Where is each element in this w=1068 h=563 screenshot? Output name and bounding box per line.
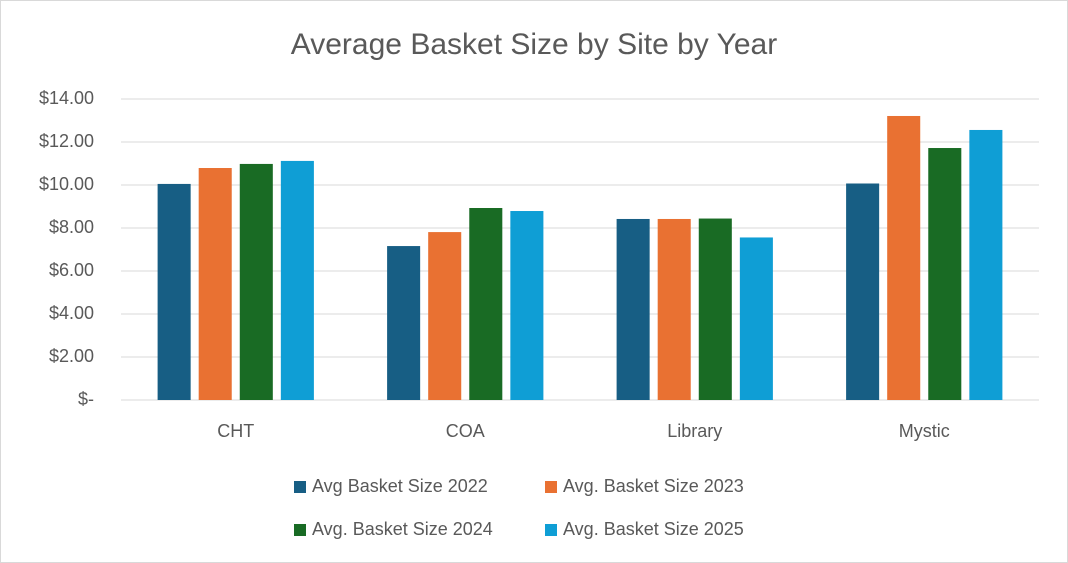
bar — [887, 115, 921, 401]
legend-label: Avg. Basket Size 2025 — [563, 519, 744, 539]
x-tick-label: COA — [446, 421, 485, 441]
legend-swatch — [545, 481, 557, 493]
bar — [428, 232, 462, 400]
bar — [239, 163, 273, 400]
y-tick-label: $12.00 — [39, 131, 94, 151]
y-tick-label: $8.00 — [49, 217, 94, 237]
x-tick-label: CHT — [217, 421, 254, 441]
bar — [739, 237, 773, 400]
y-tick-label: $- — [78, 389, 94, 409]
y-tick-label: $10.00 — [39, 174, 94, 194]
legend-label: Avg Basket Size 2022 — [312, 476, 488, 496]
bar — [616, 218, 650, 400]
bar — [698, 218, 732, 400]
legend-label: Avg. Basket Size 2023 — [563, 476, 744, 496]
bar — [157, 183, 191, 400]
legend-swatch — [294, 481, 306, 493]
legend-label: Avg. Basket Size 2024 — [312, 519, 493, 539]
bar — [469, 208, 503, 400]
bar — [280, 160, 314, 400]
x-tick-label: Mystic — [899, 421, 950, 441]
y-tick-label: $2.00 — [49, 346, 94, 366]
bar — [928, 148, 962, 400]
bar — [198, 168, 232, 400]
bar — [387, 246, 421, 400]
bar — [510, 211, 544, 400]
chart-title: Average Basket Size by Site by Year — [291, 28, 777, 61]
bar — [846, 183, 880, 400]
y-tick-label: $4.00 — [49, 303, 94, 323]
legend-swatch — [294, 524, 306, 536]
y-tick-label: $6.00 — [49, 260, 94, 280]
bar — [657, 218, 691, 400]
y-tick-label: $14.00 — [39, 88, 94, 108]
bar — [969, 129, 1003, 400]
x-tick-label: Library — [667, 421, 722, 441]
legend-swatch — [545, 524, 557, 536]
